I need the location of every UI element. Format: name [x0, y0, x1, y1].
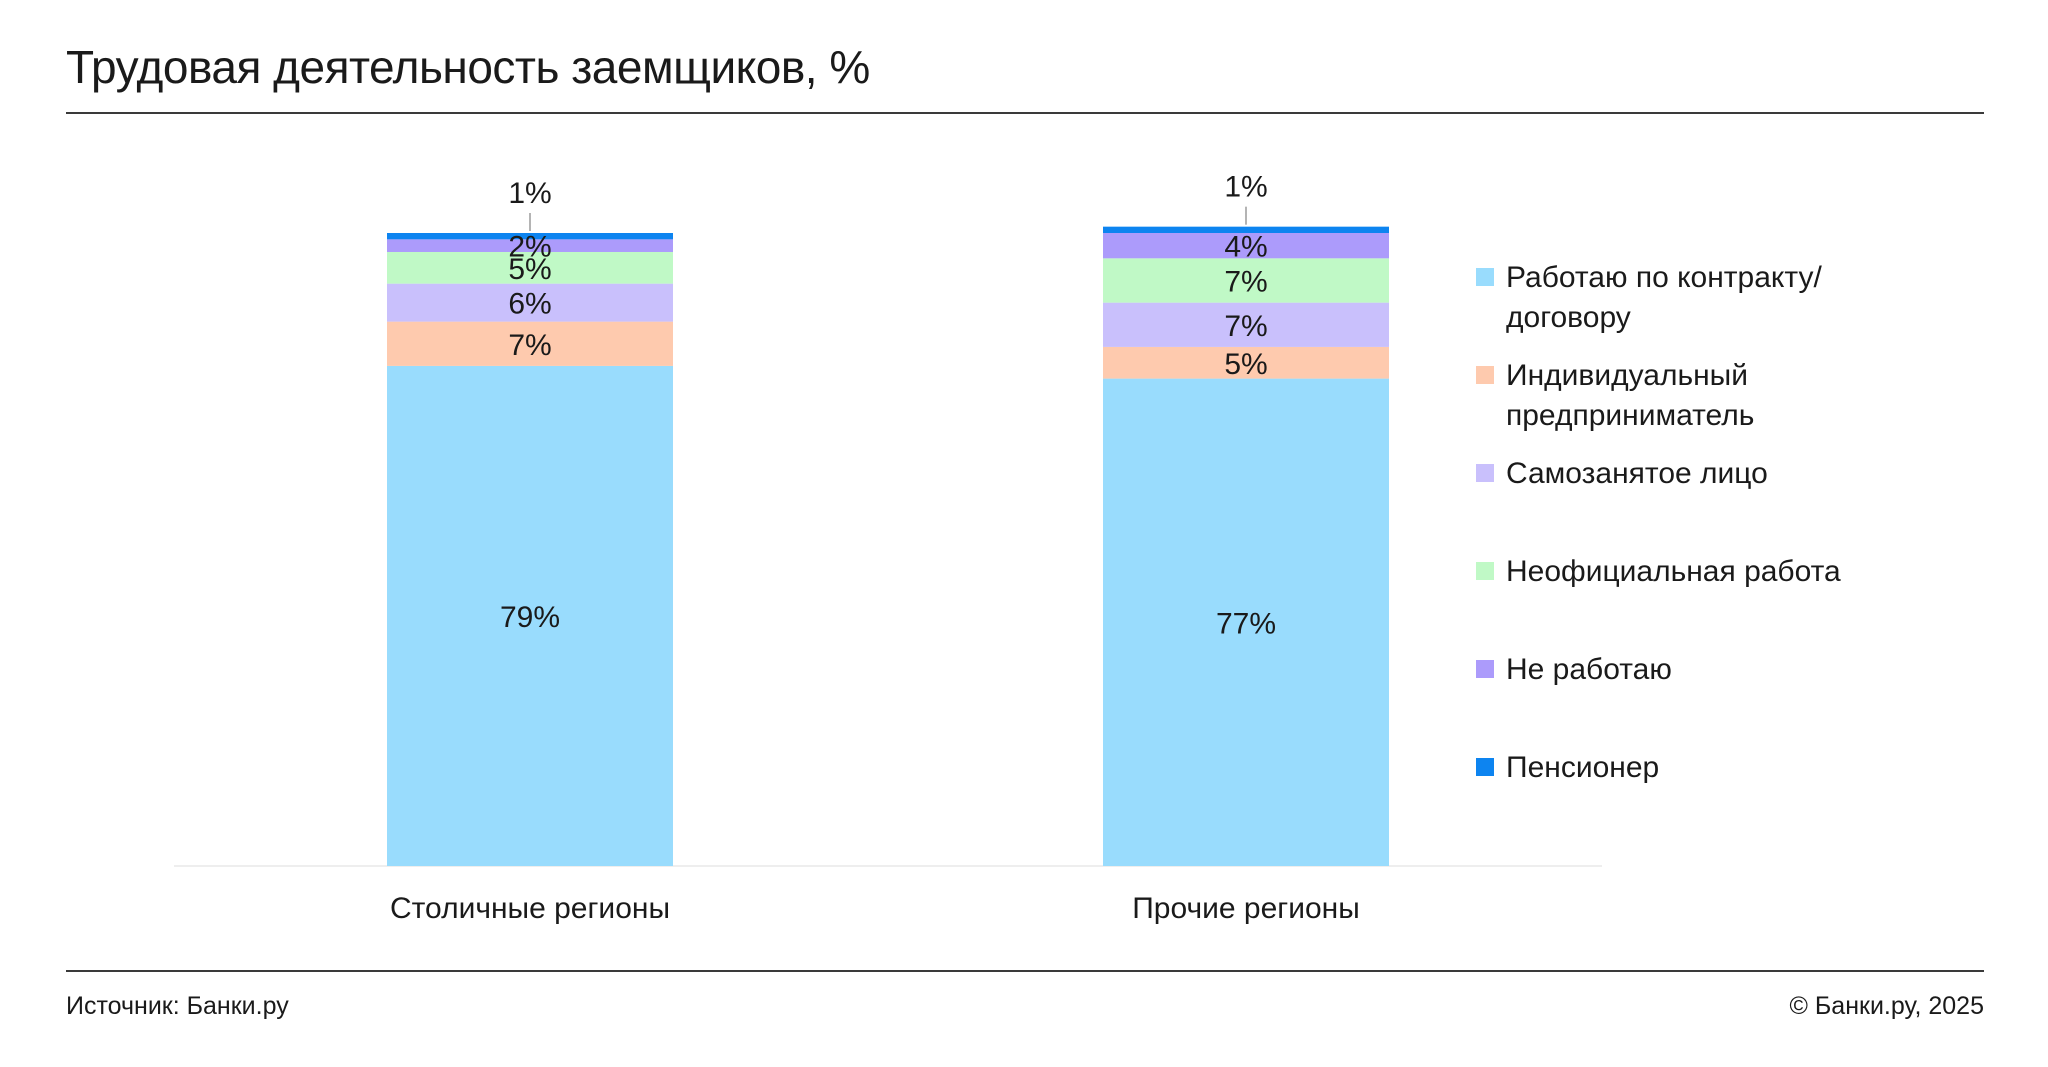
legend-swatch	[1476, 562, 1494, 580]
bar-segment	[1103, 346, 1389, 379]
bar-segment	[387, 233, 673, 240]
legend-swatch	[1476, 366, 1494, 384]
bar-segment	[387, 283, 673, 322]
title-divider	[66, 112, 1984, 114]
legend-label: Индивидуальный предприниматель	[1506, 359, 1755, 432]
footer-divider	[66, 970, 1984, 972]
bar-segment	[387, 251, 673, 284]
x-tick-label: Столичные регионы	[390, 892, 670, 925]
legend-item: Индивидуальный предприниматель	[1476, 356, 1946, 436]
bar-segment	[387, 239, 673, 252]
legend-item: Работаю по контракту/договору	[1476, 258, 1946, 338]
data-label: 7%	[1224, 265, 1267, 298]
legend-label: Не работаю	[1506, 653, 1672, 686]
bar-segment	[1103, 226, 1389, 233]
bar-segment	[1103, 378, 1389, 866]
data-label: 1%	[1224, 171, 1267, 204]
data-label: 4%	[1224, 231, 1267, 264]
data-label: 5%	[1224, 348, 1267, 381]
legend-swatch	[1476, 758, 1494, 776]
legend-item: Неофициальная работа	[1476, 552, 1946, 592]
legend-swatch	[1476, 268, 1494, 286]
x-tick-label: Прочие регионы	[1132, 892, 1360, 925]
legend-label: Работаю по контракту/договору	[1506, 261, 1822, 334]
data-label: 7%	[1224, 310, 1267, 343]
legend-item: Самозанятое лицо	[1476, 454, 1946, 494]
bar-segment	[1103, 302, 1389, 347]
data-label: 7%	[508, 329, 551, 362]
legend-item: Не работаю	[1476, 650, 1946, 690]
bar-segment	[1103, 233, 1389, 259]
bar-segment	[387, 365, 673, 866]
legend-label: Неофициальная работа	[1506, 555, 1841, 588]
chart-title: Трудовая деятельность заемщиков, %	[66, 41, 870, 93]
legend-label: Самозанятое лицо	[1506, 457, 1768, 490]
data-label: 77%	[1216, 607, 1276, 640]
bar-segment	[387, 321, 673, 366]
stacked-bar-chart: 79%7%6%5%2%1%Столичные регионы77%5%7%7%4…	[174, 171, 1602, 925]
data-label: 5%	[508, 253, 551, 286]
legend-label: Пенсионер	[1506, 751, 1660, 784]
data-label: 1%	[508, 177, 551, 210]
legend-item: Пенсионер	[1476, 748, 1946, 788]
bar-segment	[1103, 258, 1389, 303]
data-label: 79%	[500, 601, 560, 634]
data-label: 6%	[508, 288, 551, 321]
data-label: 2%	[508, 231, 551, 264]
legend-swatch	[1476, 660, 1494, 678]
source-note: Источник: Банки.ру	[66, 992, 289, 1020]
copyright-note: © Банки.ру, 2025	[1789, 992, 1984, 1020]
legend-swatch	[1476, 464, 1494, 482]
